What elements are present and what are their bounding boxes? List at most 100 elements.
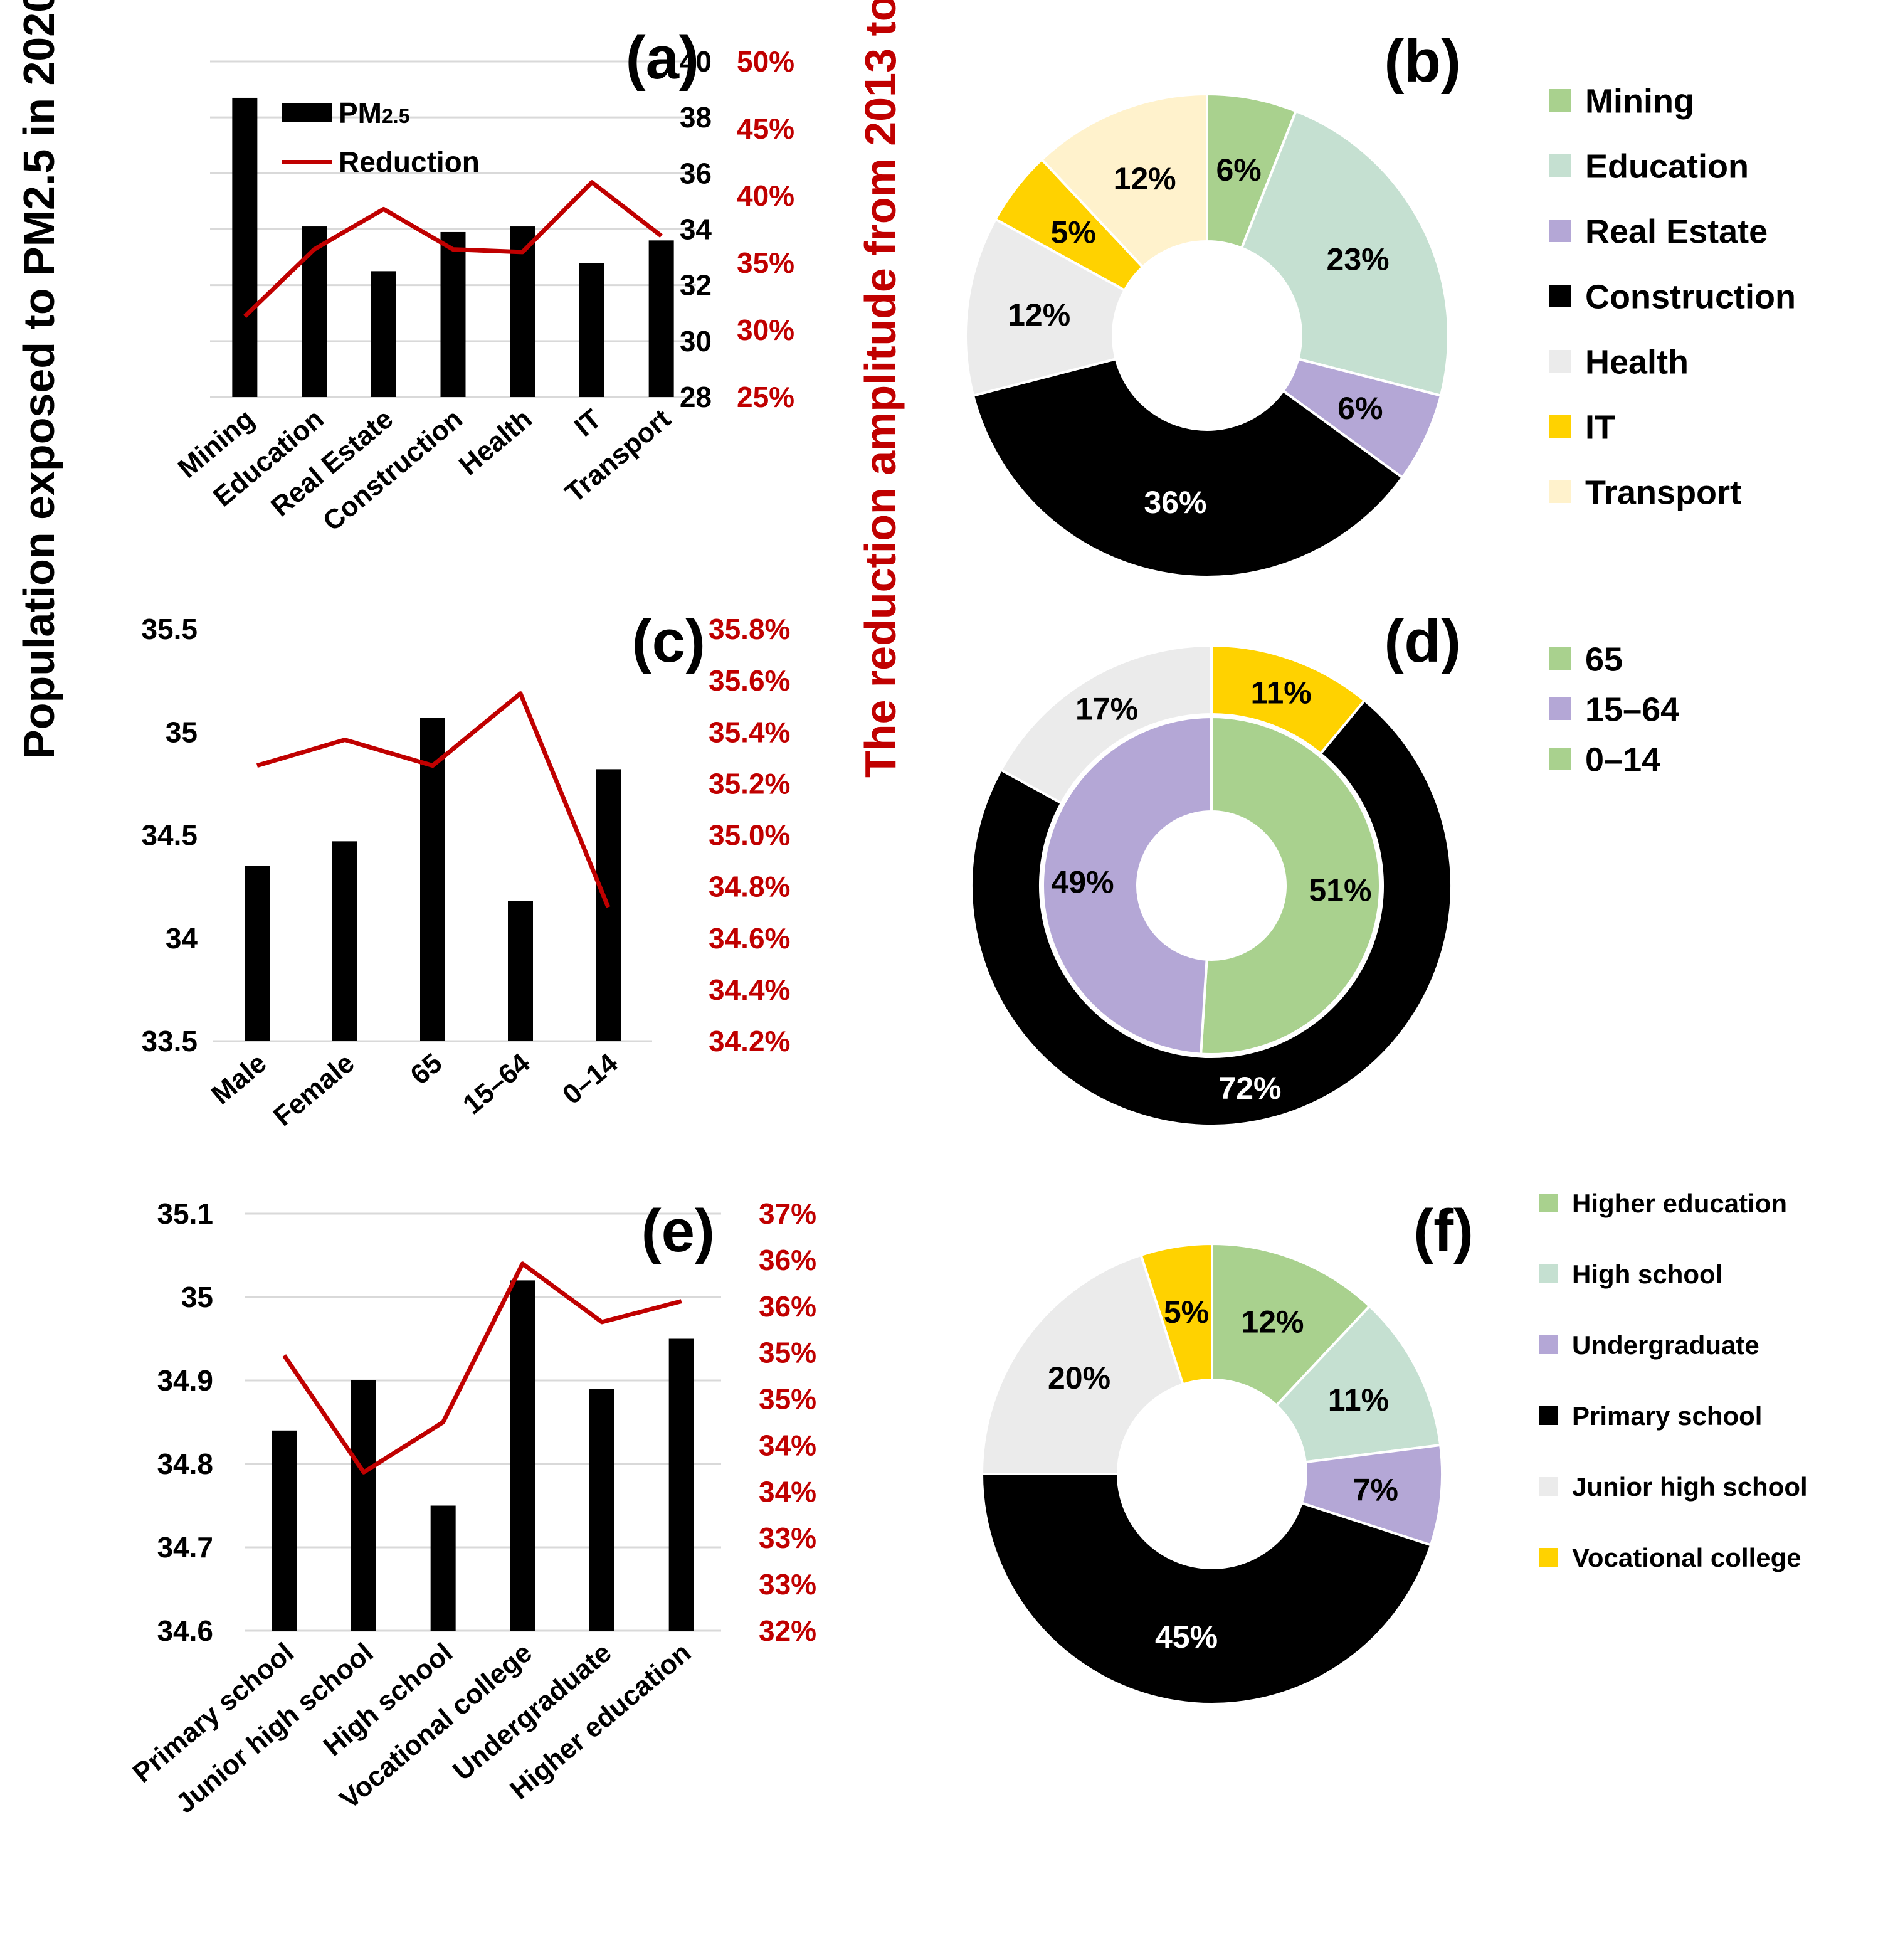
left-tick-label: 34.7: [157, 1531, 213, 1564]
legend-swatch: [1549, 350, 1571, 373]
donut-slice-label: 12%: [1114, 161, 1176, 196]
legend-label: Vocational college: [1572, 1543, 1801, 1572]
reduction-line: [256, 691, 611, 908]
legend-label: Mining: [1585, 82, 1694, 120]
donut-slice-label: 7%: [1353, 1473, 1398, 1508]
bar-it: [579, 263, 604, 397]
donut-slice: [1274, 1304, 1442, 1464]
legend-label: 65: [1585, 640, 1623, 678]
panel-label: (f): [1413, 1197, 1474, 1264]
right-tick-label: 35.6%: [709, 664, 790, 697]
reduction-line: [243, 180, 663, 319]
right-tick-label: 30%: [737, 314, 794, 346]
donut-slice: [1240, 109, 1450, 398]
right-tick-label: 35.8%: [709, 613, 790, 645]
right-tick-label: 35.0%: [709, 819, 790, 852]
legend-swatch: [1549, 89, 1571, 112]
legend-label: 0–14: [1585, 741, 1660, 778]
legend-label: Real Estate: [1585, 213, 1768, 250]
panel-label: (b): [1384, 28, 1461, 95]
panel-label: (d): [1384, 608, 1461, 675]
left-tick-label: 35: [181, 1281, 213, 1313]
legend-swatch: [1539, 1264, 1558, 1283]
right-tick-label: 33%: [759, 1568, 816, 1601]
legend-label: Reduction: [339, 146, 480, 178]
bar-real-estate: [371, 271, 396, 397]
right-axis-title: The reduction amplitude from 2013 to 202…: [856, 0, 905, 778]
donut-slice-label: 11%: [1328, 1382, 1389, 1417]
reduction-line: [282, 1261, 682, 1475]
bar-health: [510, 226, 535, 397]
legend-label: Education: [1585, 147, 1749, 185]
legend-label: Primary school: [1572, 1401, 1762, 1431]
donut-slice: [980, 1473, 1433, 1706]
right-tick-label: 35.2%: [709, 767, 790, 800]
panel-label: (a): [626, 24, 699, 92]
legend-bar-swatch: [282, 103, 332, 122]
legend-swatch: [1549, 748, 1571, 770]
legend-swatch: [1539, 1477, 1558, 1496]
legend-label: Construction: [1585, 278, 1796, 315]
left-tick-label: 33.5: [141, 1025, 198, 1057]
legend-swatch: [1549, 154, 1571, 177]
donut-slice-label: 36%: [1144, 485, 1206, 520]
right-tick-label: 36%: [759, 1244, 816, 1276]
legend-swatch: [1539, 1548, 1558, 1567]
left-tick-label: 34.9: [157, 1364, 213, 1397]
legend-swatch: [1549, 647, 1571, 670]
inner-ring-slice: [1041, 715, 1213, 1056]
outer-ring-slice-label: 17%: [1075, 692, 1138, 727]
bar-15-64: [508, 901, 533, 1041]
donut-slice-label: 5%: [1051, 215, 1096, 250]
left-tick-label: 30: [680, 325, 712, 358]
donut-slice: [1139, 1242, 1213, 1386]
legend-swatch: [1549, 480, 1571, 503]
right-tick-label: 36%: [759, 1290, 816, 1323]
legend-swatch: [1549, 285, 1571, 307]
left-axis-title: Population exposed to PM2.5 in 2020(μg/m…: [14, 0, 63, 759]
bar-mining: [232, 97, 258, 398]
right-tick-label: 34%: [759, 1475, 816, 1508]
legend-label: Undergraduate: [1572, 1330, 1759, 1360]
bar-primary-school: [272, 1430, 297, 1631]
bar-65: [420, 718, 445, 1041]
right-tick-label: 34.6%: [709, 922, 790, 955]
panel-label: (e): [641, 1197, 715, 1264]
bar-undergraduate: [589, 1389, 614, 1631]
panel-b: 6% 23% 6% 36% 12% 5% 12% (b) Mining Education Real…: [964, 28, 1796, 578]
right-tick-label: 32%: [759, 1614, 816, 1647]
bar-male: [245, 866, 270, 1041]
donut-slice-label: 23%: [1327, 241, 1390, 277]
left-tick-label: 34: [680, 213, 712, 246]
right-tick-label: 34.4%: [709, 973, 790, 1006]
right-tick-label: 40%: [737, 179, 794, 212]
panel-d: 11% 72% 17% 51% 49% (d) 65 15–64 0–14: [970, 608, 1679, 1127]
left-tick-label: 36: [680, 157, 712, 189]
inner-ring-slice-label: 49%: [1052, 865, 1114, 900]
donut-slice: [1211, 1242, 1372, 1407]
legend-swatch: [1539, 1194, 1558, 1212]
donut-slice: [980, 1253, 1185, 1475]
right-tick-label: 25%: [737, 381, 794, 413]
right-tick-label: 34.2%: [709, 1025, 790, 1057]
bar-higher-education: [668, 1338, 694, 1631]
bar-vocational-college: [510, 1280, 535, 1631]
left-tick-label: 35: [166, 716, 198, 748]
left-tick-label: 32: [680, 269, 712, 302]
legend-label: High school: [1572, 1259, 1722, 1289]
donut-slice: [1040, 92, 1208, 269]
legend-swatch: [1549, 415, 1571, 438]
donut-slice: [964, 217, 1127, 398]
panel-f: 12% 11% 7% 45% 20% 5% (f) Higher education High …: [980, 1189, 1808, 1706]
left-tick-label: 34.8: [157, 1448, 213, 1480]
donut-slice-label: 12%: [1008, 297, 1070, 332]
legend-swatch: [1539, 1406, 1558, 1425]
donut-slice-label: 45%: [1155, 1619, 1218, 1655]
legend-label: Higher education: [1572, 1189, 1787, 1218]
outer-ring-slice-label: 11%: [1250, 675, 1311, 710]
outer-ring-slice-label: 72%: [1218, 1071, 1281, 1106]
right-tick-label: 35.4%: [709, 716, 790, 748]
right-tick-label: 35%: [737, 246, 794, 279]
right-tick-label: 37%: [759, 1197, 816, 1230]
